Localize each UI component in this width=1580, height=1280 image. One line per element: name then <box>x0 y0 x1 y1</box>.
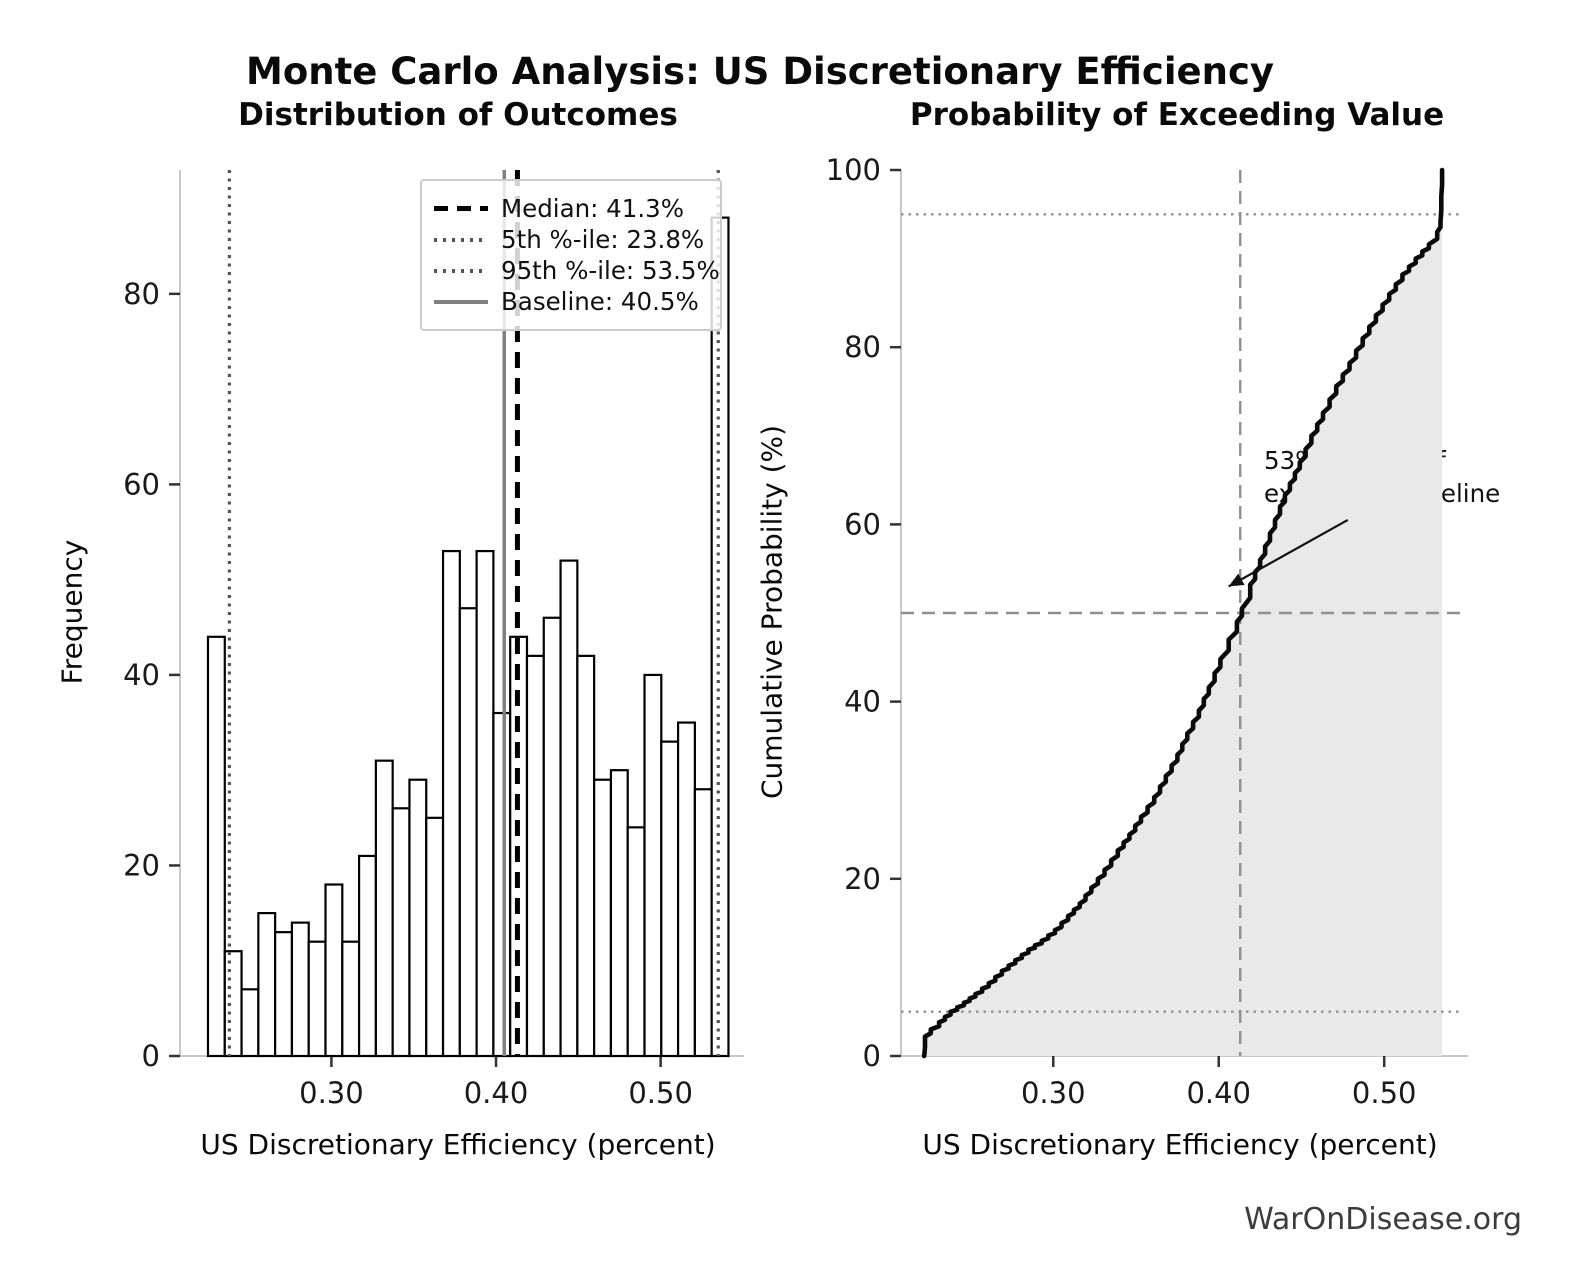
histogram-bar <box>710 216 730 1058</box>
annotation-arrowhead-icon <box>1228 573 1245 587</box>
cdf-y-tick-label: 80 <box>844 330 881 364</box>
legend-item-label: 5th %-ile: 23.8% <box>501 225 705 254</box>
median-dashed-line-swatch-icon <box>434 206 488 211</box>
histogram-y-tick-label: 80 <box>123 277 160 311</box>
histogram-bar <box>626 826 646 1058</box>
percentile-dotted-line-swatch-icon <box>434 268 488 273</box>
percentile-dotted-line-swatch-icon <box>434 237 488 242</box>
legend-item-5th-percentile: 5th %-ile: 23.8% <box>434 224 706 255</box>
histogram-title: Distribution of Outcomes <box>238 97 678 133</box>
histogram-bar <box>643 673 663 1058</box>
histogram-bar <box>307 940 327 1058</box>
histogram-bar <box>223 950 243 1058</box>
histogram-x-axis-label: US Discretionary Efficiency (percent) <box>200 1128 716 1161</box>
histogram-bar <box>240 988 260 1058</box>
histogram-y-tick-label: 0 <box>142 1039 160 1073</box>
histogram-bar <box>324 883 344 1058</box>
histogram-y-tick-label: 20 <box>123 848 160 882</box>
legend-item-95th-percentile: 95th %-ile: 53.5% <box>434 255 720 286</box>
cdf-shaded-area <box>924 170 1443 1056</box>
cdf-y-tick-label: 40 <box>844 685 881 719</box>
histogram-bar <box>676 721 696 1058</box>
cdf-x-tick-label: 0.30 <box>1021 1076 1086 1110</box>
histogram-bar <box>609 769 629 1058</box>
histogram-bar <box>441 549 461 1058</box>
histogram-bar <box>660 740 680 1058</box>
annotation-arrow-line <box>1228 519 1349 588</box>
cdf-y-tick-label: 60 <box>844 507 881 541</box>
histogram-x-tick-label: 0.50 <box>628 1076 693 1110</box>
histogram-bar <box>593 778 613 1058</box>
histogram-bar <box>290 921 310 1058</box>
histogram-x-tick-label: 0.30 <box>299 1076 364 1110</box>
cdf-y-tick-label: 20 <box>844 862 881 896</box>
cdf-x-tick-label: 0.50 <box>1352 1076 1417 1110</box>
histogram-y-tick-label: 60 <box>123 467 160 501</box>
histogram-bar <box>391 807 411 1058</box>
histogram-bar <box>206 635 226 1058</box>
histogram-bar <box>274 931 294 1058</box>
histogram-legend: Median: 41.3% 5th %-ile: 23.8% 95th %-il… <box>420 179 722 331</box>
cdf-y-tick-label: 100 <box>826 153 881 187</box>
watermark-footer: WarOnDisease.org <box>1244 1202 1522 1237</box>
histogram-y-tick-label: 40 <box>123 658 160 692</box>
histogram-bar <box>458 607 478 1058</box>
cdf-title: Probability of Exceeding Value <box>909 97 1445 133</box>
histogram-bar <box>374 759 394 1058</box>
histogram-bar <box>693 788 713 1058</box>
baseline-solid-line-swatch-icon <box>434 299 488 304</box>
histogram-bar <box>357 854 377 1058</box>
histogram-x-tick-label: 0.40 <box>464 1076 529 1110</box>
histogram-bar <box>257 911 277 1058</box>
cdf-x-tick-label: 0.40 <box>1186 1076 1251 1110</box>
legend-item-label: Median: 41.3% <box>501 194 684 223</box>
histogram-bar <box>408 778 428 1058</box>
legend-item-baseline: Baseline: 40.5% <box>434 286 706 317</box>
histogram-bar <box>559 559 579 1058</box>
histogram-bar <box>475 549 495 1058</box>
cdf-y-axis-label: Cumulative Probability (%) <box>755 424 789 800</box>
legend-item-label: 95th %-ile: 53.5% <box>501 256 720 285</box>
histogram-y-axis-label: Frequency <box>55 539 89 685</box>
cdf-x-axis-label: US Discretionary Efficiency (percent) <box>922 1128 1438 1161</box>
legend-item-median: Median: 41.3% <box>434 193 706 224</box>
histogram-bar <box>576 654 596 1058</box>
cdf-curve <box>921 167 1445 1059</box>
figure-title: Monte Carlo Analysis: US Discretionary E… <box>246 50 1274 93</box>
cdf-y-tick-label: 0 <box>863 1039 881 1073</box>
histogram-bar <box>542 616 562 1058</box>
histogram-bar <box>525 654 545 1058</box>
histogram-bar <box>425 816 445 1058</box>
histogram-bar <box>492 711 512 1058</box>
legend-item-label: Baseline: 40.5% <box>501 287 699 316</box>
histogram-bar <box>341 940 361 1058</box>
